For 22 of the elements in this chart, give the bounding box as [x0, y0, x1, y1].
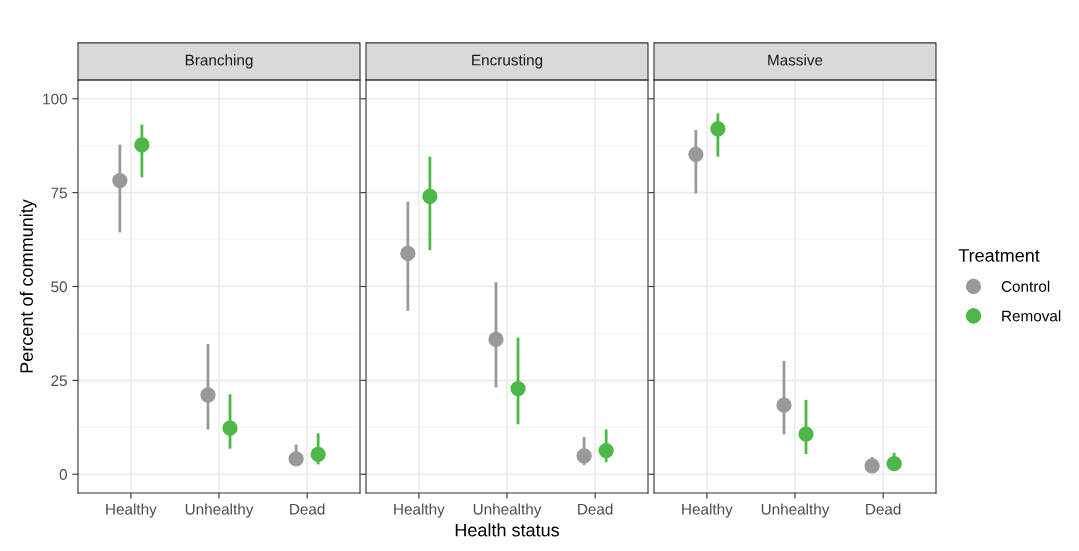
x-tick-label: Healthy — [682, 503, 733, 518]
x-axis-title: Health status — [455, 523, 560, 537]
legend-title: Treatment — [958, 249, 1040, 262]
y-tick-label: 50 — [51, 281, 67, 293]
legend-label: Control — [1001, 280, 1050, 292]
x-tick-label: Dead — [866, 503, 901, 515]
y-tick-label: 75 — [51, 187, 67, 199]
x-tick-label: Dead — [578, 503, 613, 515]
chart-title: Branching — [185, 54, 253, 69]
x-tick-label: Dead — [290, 503, 325, 515]
y-tick-label: 100 — [43, 93, 67, 105]
x-tick-label: Healthy — [106, 503, 157, 518]
x-tick-label: Unhealthy — [473, 503, 542, 518]
y-axis-title: Percent of community — [19, 199, 37, 373]
x-tick-label: Unhealthy — [761, 503, 830, 518]
chart-title: Encrusting — [472, 54, 543, 69]
y-tick-label: 0 — [59, 469, 67, 480]
chart-title: Massive — [768, 54, 823, 66]
x-tick-label: Healthy — [394, 503, 445, 518]
legend-label: Removal — [1002, 310, 1061, 322]
x-tick-label: Unhealthy — [185, 503, 254, 518]
y-tick-label: 25 — [51, 375, 67, 387]
